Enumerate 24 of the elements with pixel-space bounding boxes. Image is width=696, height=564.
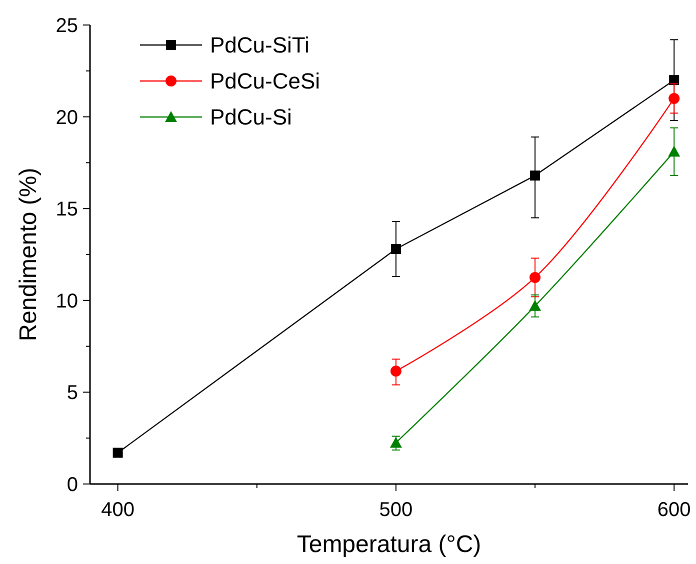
y-tick-label: 20 xyxy=(56,106,78,129)
y-tick-label: 5 xyxy=(66,382,78,404)
x-tick-label: 600 xyxy=(657,499,691,521)
x-axis-title: Temperatura (°C) xyxy=(296,531,482,558)
legend-label: PdCu-SiTi xyxy=(210,32,310,58)
point xyxy=(390,436,402,448)
point xyxy=(668,146,680,157)
point xyxy=(669,75,680,86)
y-tick-label: 15 xyxy=(56,198,78,221)
point xyxy=(390,244,401,254)
point xyxy=(530,170,540,181)
point xyxy=(390,366,402,377)
x-tick-label: 400 xyxy=(101,499,134,521)
y-tick-label: 10 xyxy=(56,290,78,312)
y-axis-title: Rendimento (%) xyxy=(15,168,42,342)
x-tick-label: 500 xyxy=(379,499,413,521)
point xyxy=(529,300,542,311)
y-tick-label: 25 xyxy=(56,15,78,37)
point xyxy=(112,448,123,458)
y-tick-label: 0 xyxy=(66,474,78,496)
legend-label: PdCu-CeSi xyxy=(210,68,320,94)
point xyxy=(530,272,541,283)
legend-label: PdCu-Si xyxy=(210,104,292,130)
point xyxy=(668,92,680,104)
